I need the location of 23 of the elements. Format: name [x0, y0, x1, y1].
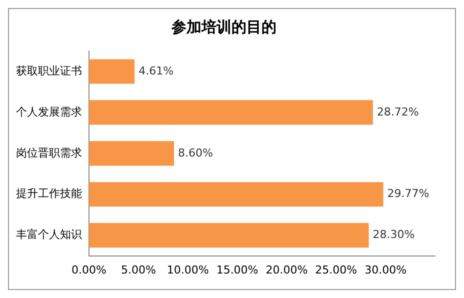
bar	[89, 100, 373, 125]
data-label: 29.77%	[387, 187, 430, 200]
bar	[89, 141, 174, 166]
bar	[89, 59, 135, 84]
x-tick-label: 5.00%	[120, 263, 156, 276]
x-tick-label: 20.00%	[266, 263, 308, 276]
data-label: 4.61%	[138, 64, 174, 78]
x-tick-label: 25.00%	[315, 263, 358, 276]
x-tick-label: 0.00%	[72, 263, 106, 276]
y-tick-label: 岗位晋职需求	[16, 146, 82, 160]
y-tick-label: 提升工作技能	[16, 187, 82, 200]
chart-title: 参加培训的目的	[170, 18, 276, 36]
x-tick-label: 10.00%	[166, 263, 209, 276]
y-tick-label: 获取职业证书	[16, 64, 82, 78]
x-tick-label: 15.00%	[216, 263, 258, 276]
y-tick-label: 个人发展需求	[16, 105, 82, 118]
data-label: 28.72%	[376, 105, 419, 118]
y-tick-label: 丰富个人知识	[16, 228, 82, 242]
bar	[89, 223, 369, 248]
x-tick-label: 30.00%	[364, 263, 407, 276]
bar	[89, 182, 384, 207]
data-label: 28.30%	[372, 228, 415, 242]
data-label: 8.60%	[178, 146, 213, 160]
